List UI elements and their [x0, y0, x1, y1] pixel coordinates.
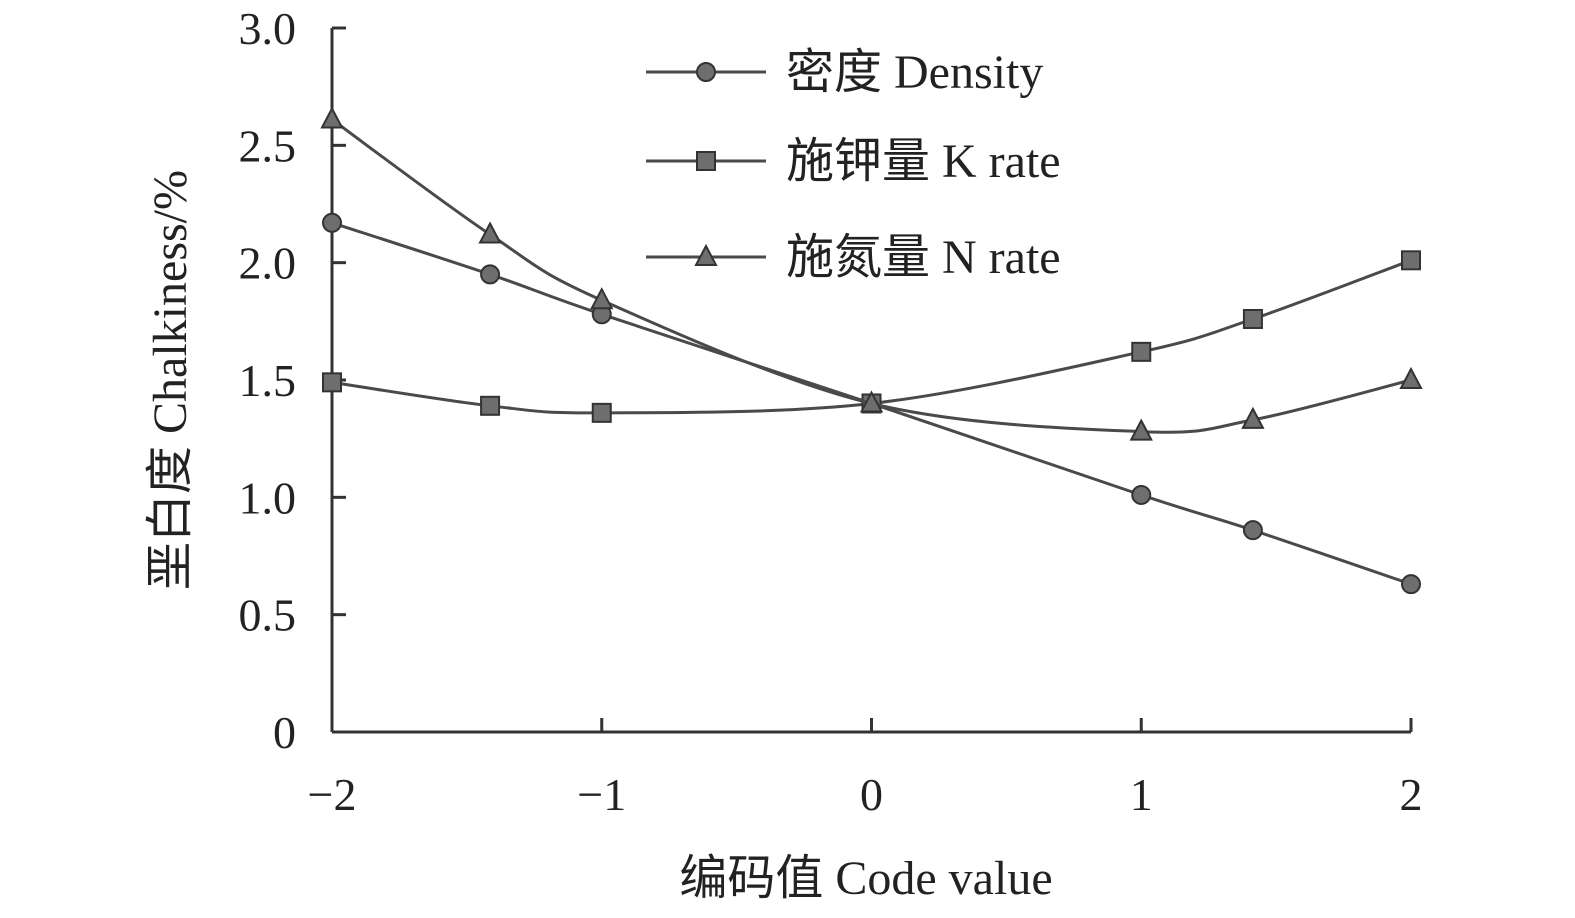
- data-point: [1401, 250, 1421, 271]
- series-layer: [320, 106, 1423, 595]
- data-point: [320, 106, 344, 129]
- legend-item: 施钾量 K rate: [646, 135, 1061, 188]
- x-axis-title: 编码值 Code value: [679, 852, 1052, 905]
- y-axis-title: 垩白度 Chalkiness/%: [144, 170, 197, 590]
- data-point: [1131, 341, 1152, 362]
- y-tick-label: 3.0: [239, 3, 297, 54]
- data-point: [1242, 520, 1263, 541]
- data-point: [1131, 484, 1152, 505]
- legend-marker: [696, 62, 716, 82]
- x-tick-label: 0: [860, 769, 883, 820]
- legend: 密度 Density 施钾量 K rate 施氮量 N rate: [646, 46, 1061, 284]
- y-tick-label: 1.0: [239, 472, 297, 523]
- y-tick-label: 2.5: [239, 120, 297, 171]
- y-tick-label: 2.0: [239, 238, 297, 289]
- data-point: [1401, 574, 1421, 595]
- data-point: [591, 402, 612, 423]
- data-point: [322, 372, 342, 393]
- x-tick-label: 2: [1400, 769, 1423, 820]
- data-point: [1399, 366, 1423, 389]
- legend-item: 密度 Density: [646, 46, 1043, 99]
- data-point: [1242, 308, 1263, 329]
- data-point: [480, 395, 501, 416]
- y-tick-label: 1.5: [239, 355, 297, 406]
- data-point: [480, 264, 501, 285]
- y-tick-label: 0: [273, 707, 296, 758]
- legend-marker: [694, 243, 718, 266]
- data-point: [590, 287, 614, 310]
- axes: 0 0.5 1.0 1.5 2.0 2.5 3.0 −2 −1 0 1 2: [239, 3, 1423, 820]
- data-point: [478, 221, 502, 244]
- data-point: [1129, 418, 1153, 441]
- legend-label: 施钾量 K rate: [786, 135, 1061, 188]
- x-tick-label: −2: [308, 769, 357, 820]
- x-tick-label: 1: [1130, 769, 1153, 820]
- data-point: [1241, 406, 1265, 429]
- series-triangle: [320, 106, 1423, 441]
- y-tick-label: 0.5: [239, 590, 297, 641]
- legend-label: 密度 Density: [786, 46, 1043, 99]
- legend-item: 施氮量 N rate: [646, 231, 1061, 284]
- legend-label: 施氮量 N rate: [786, 231, 1061, 284]
- x-tick-label: −1: [577, 769, 626, 820]
- legend-marker: [696, 151, 716, 171]
- data-point: [322, 212, 342, 233]
- data-point: [859, 390, 884, 413]
